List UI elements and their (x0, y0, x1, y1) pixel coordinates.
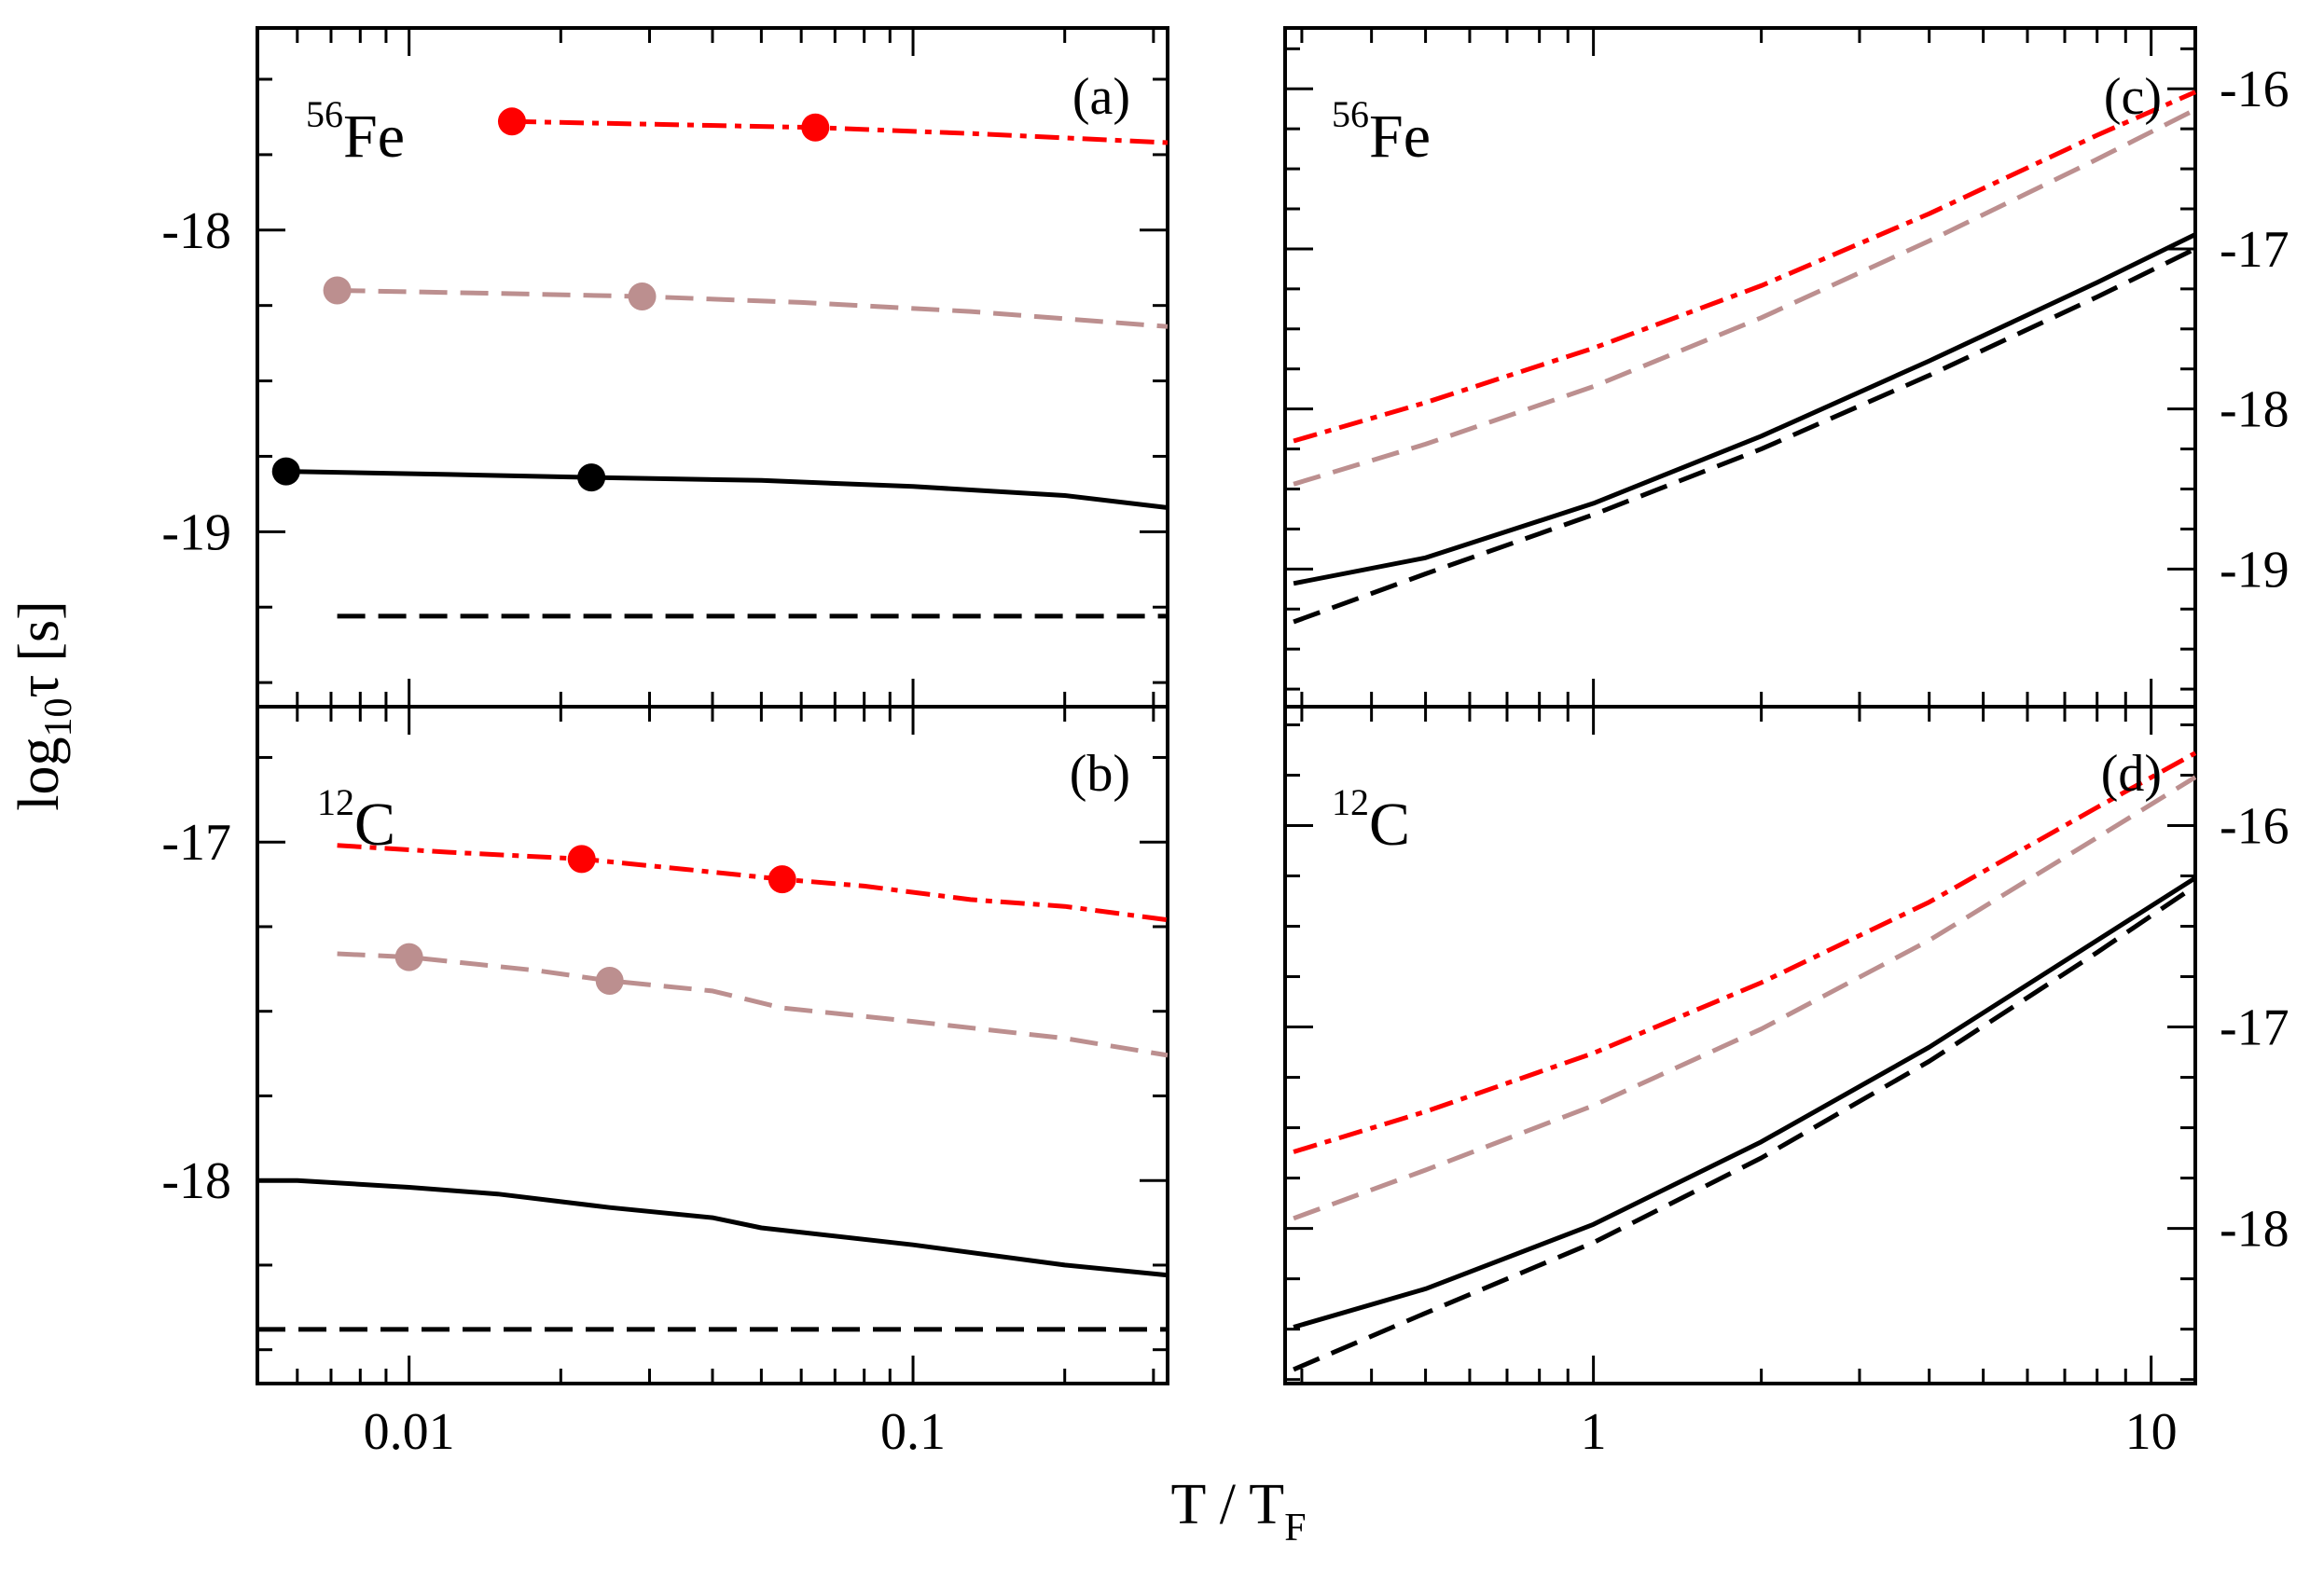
panel-a-marker-black-solid (271, 457, 300, 486)
panel-c-y-tick-label: -16 (2220, 61, 2289, 118)
panel-a-marker-brown-dashed (628, 282, 657, 310)
panel-d-nucleus-symbol: C (1369, 791, 1410, 859)
panel-a-label: (a) (1072, 68, 1130, 126)
panel-c: -16 -17 -18 -19 (c) 56Fe (1283, 26, 2289, 709)
panel-c-nucleus-symbol: Fe (1369, 103, 1431, 171)
panel-b-x-tick-label: 0.01 (364, 1403, 455, 1461)
panel-d-y-tick-label: -18 (2220, 1201, 2289, 1259)
panel-b-nucleus-mass: 12 (317, 781, 354, 823)
panel-d-y-tick-label: -17 (2220, 999, 2289, 1057)
y-axis-title-main: log (7, 737, 71, 811)
panel-c-nucleus: 56Fe (1332, 93, 1431, 171)
panel-b-series-black-solid (257, 1178, 1169, 1278)
panel-d-nucleus: 12C (1332, 781, 1410, 859)
panel-d-nucleus-mass: 12 (1332, 781, 1369, 823)
panel-d-label: (d) (2101, 745, 2162, 803)
panel-c-y-tick-label: -18 (2220, 381, 2289, 439)
panel-d-y-tick-label: -16 (2220, 797, 2289, 855)
y-axis-title: log10τ [s] (7, 600, 80, 811)
panel-a-nucleus-symbol: Fe (343, 103, 405, 171)
x-axis-title-main: T / T (1170, 1473, 1284, 1536)
panel-b: -17 -18 0.01 0.1 (b) 12C (161, 705, 1169, 1461)
panel-a-series-brown-dashed (337, 288, 1169, 329)
panel-c-y-tick-label: -19 (2220, 541, 2289, 599)
panel-d-series-brown-dashed (1293, 775, 2197, 1221)
panel-b-y-tick-label: -17 (161, 814, 231, 872)
x-axis-title: T / TF (1170, 1473, 1306, 1550)
panel-b-label: (b) (1070, 745, 1130, 803)
panel-b-marker-red-dashdot (768, 865, 796, 894)
panel-d-frame (1283, 705, 2197, 1385)
panel-b-marker-red-dashdot (567, 845, 596, 874)
panel-d-series-black-solid (1293, 875, 2197, 1329)
y-axis-title-symbol: τ (7, 675, 71, 698)
panel-a-series-red-dashdot (511, 118, 1169, 145)
panel-a-nucleus-mass: 56 (306, 93, 343, 135)
panel-a-y-tick-label: -19 (161, 503, 231, 561)
x-axis-title-sub: F (1284, 1507, 1306, 1550)
panel-b-series-brown-dashed (337, 951, 1169, 1058)
panel-a-marker-red-dashdot (801, 113, 830, 142)
panel-d-series-red-dashdot (1293, 751, 2197, 1154)
panel-a-marker-brown-dashed (323, 276, 352, 305)
panel-a-y-tick-label: -18 (161, 202, 231, 260)
panel-c-label: (c) (2104, 68, 2162, 126)
panel-a: -18 -19 (a) 56Fe (161, 26, 1169, 709)
panel-b-nucleus-symbol: C (354, 791, 395, 859)
panel-c-y-tick-label: -17 (2220, 221, 2289, 279)
panel-b-y-tick-label: -18 (161, 1152, 231, 1210)
panel-c-nucleus-mass: 56 (1332, 93, 1369, 135)
panel-b-marker-brown-dashed (595, 967, 624, 996)
panel-c-series-black-solid (1293, 232, 2197, 586)
panel-c-series-brown-dashed (1293, 107, 2197, 487)
panel-d-x-tick-label: 10 (2125, 1403, 2178, 1461)
y-axis-title-unit: [s] (7, 600, 71, 661)
panel-b-nucleus: 12C (317, 781, 395, 859)
panel-d-x-tick-label: 1 (1581, 1403, 1607, 1461)
panel-a-marker-red-dashdot (497, 107, 526, 136)
panel-a-series-black-solid (285, 469, 1169, 510)
panel-b-x-tick-label: 0.1 (880, 1403, 946, 1461)
panel-c-series-black-dashed (1293, 246, 2197, 625)
panel-b-series-red-dashdot (337, 843, 1169, 923)
y-axis-title-sub: 10 (37, 698, 80, 737)
panel-b-marker-brown-dashed (394, 943, 423, 971)
panel-d-series-black-dashed (1293, 884, 2197, 1372)
panel-d: -16 -17 -18 1 10 (d) 12C (1283, 705, 2289, 1461)
panel-c-series-red-dashdot (1293, 90, 2197, 444)
panel-a-nucleus: 56Fe (306, 93, 405, 171)
panel-a-marker-black-solid (577, 463, 606, 492)
